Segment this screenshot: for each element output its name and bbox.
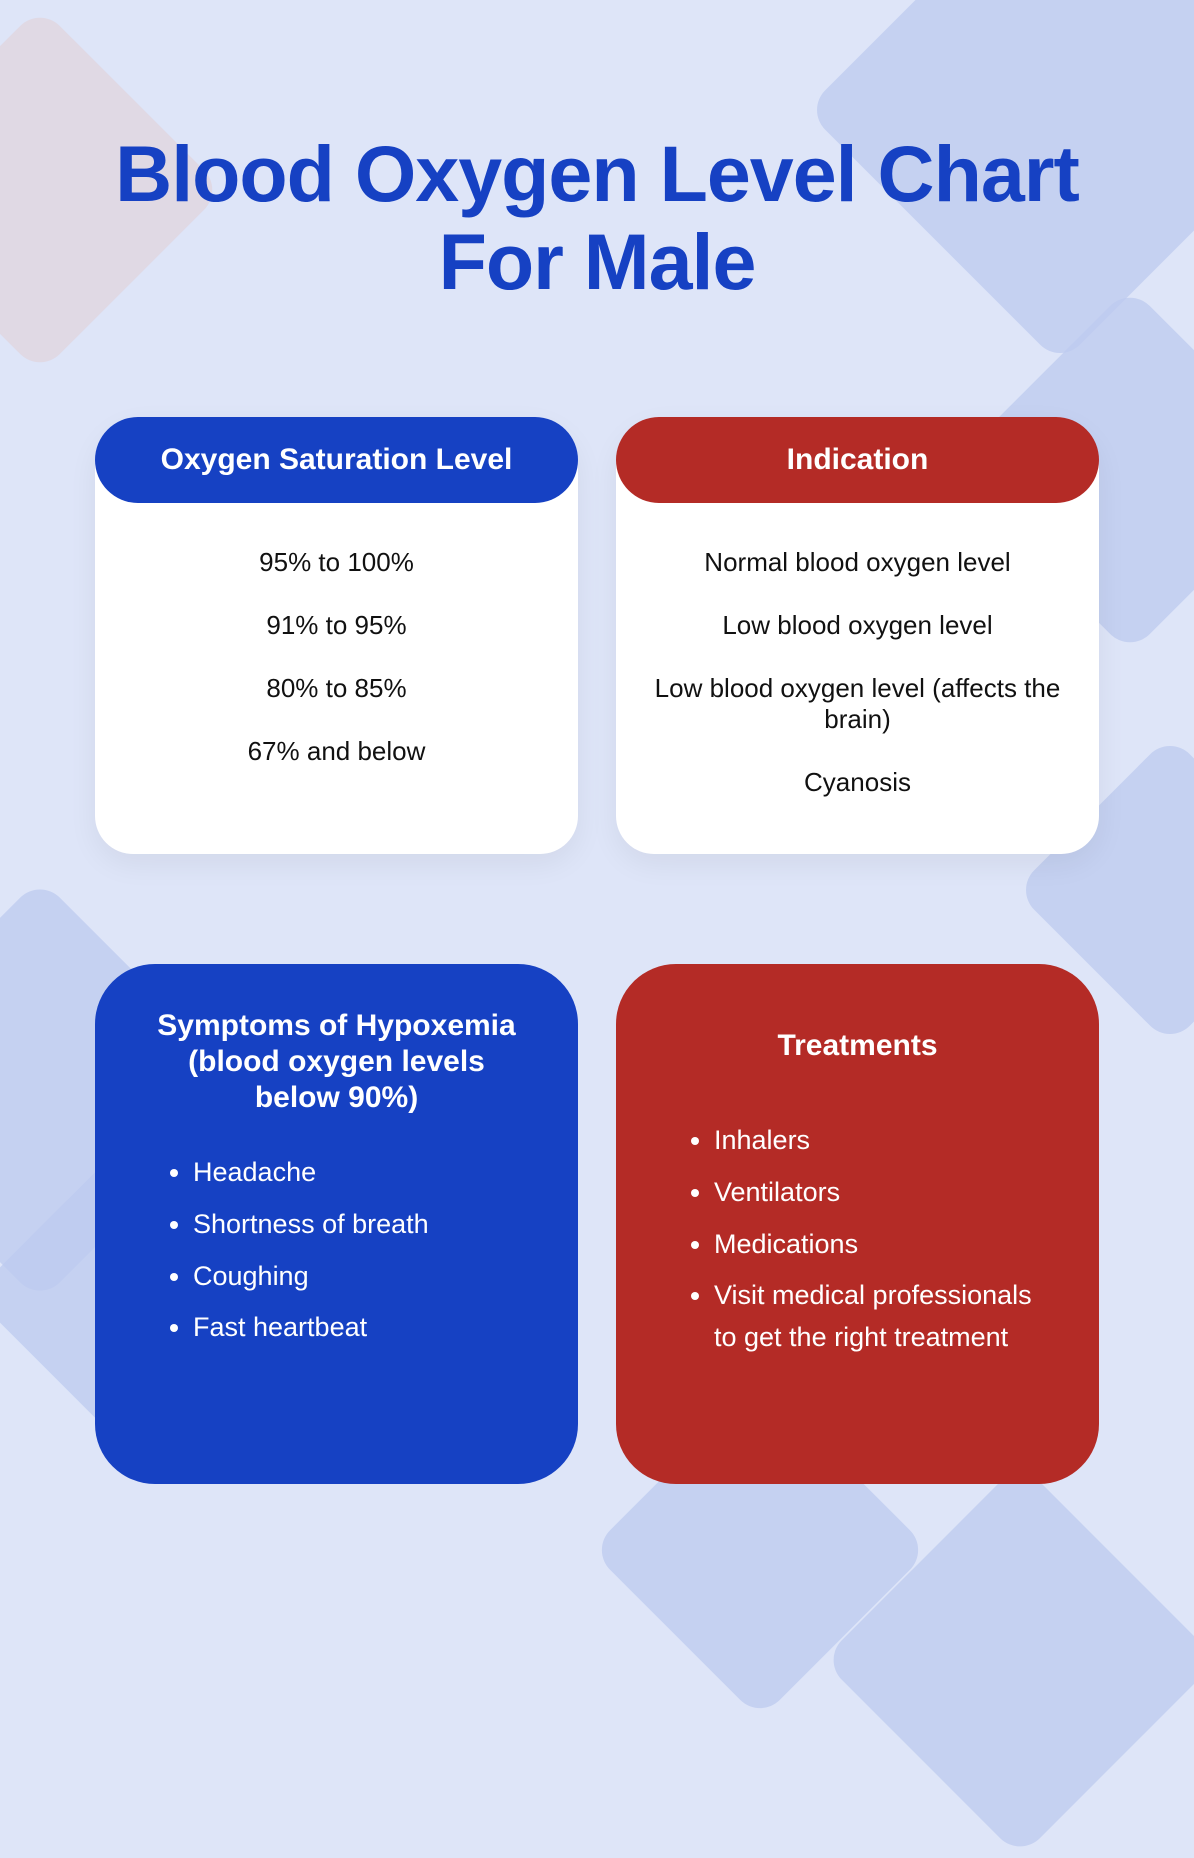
table-row: Low blood oxygen level (affects the brai…	[640, 657, 1075, 751]
level-table: Oxygen Saturation Level 95% to 100% 91% …	[95, 417, 1099, 854]
table-row: 95% to 100%	[119, 531, 554, 594]
page-title: Blood Oxygen Level Chart For Male	[95, 130, 1099, 307]
symptoms-heading: Symptoms of Hypoxemia (blood oxygen leve…	[145, 1008, 528, 1116]
table-row: 91% to 95%	[119, 594, 554, 657]
table-row: 80% to 85%	[119, 657, 554, 720]
symptoms-card: Symptoms of Hypoxemia (blood oxygen leve…	[95, 964, 578, 1484]
list-item: Inhalers	[714, 1120, 1049, 1162]
treatments-list: Inhalers Ventilators Medications Visit m…	[666, 1120, 1049, 1359]
list-item: Medications	[714, 1224, 1049, 1266]
table-row: Cyanosis	[640, 751, 1075, 814]
table-row: Low blood oxygen level	[640, 594, 1075, 657]
symptoms-list: Headache Shortness of breath Coughing Fa…	[145, 1152, 528, 1349]
table-row: Normal blood oxygen level	[640, 531, 1075, 594]
list-item: Ventilators	[714, 1172, 1049, 1214]
treatments-heading: Treatments	[666, 1028, 1049, 1064]
list-item: Visit medical professionals to get the r…	[714, 1275, 1049, 1359]
list-item: Shortness of breath	[193, 1204, 528, 1246]
treatments-card: Treatments Inhalers Ventilators Medicati…	[616, 964, 1099, 1484]
list-item: Headache	[193, 1152, 528, 1194]
info-cards: Symptoms of Hypoxemia (blood oxygen leve…	[95, 964, 1099, 1484]
saturation-column: Oxygen Saturation Level 95% to 100% 91% …	[95, 417, 578, 854]
table-row: 67% and below	[119, 720, 554, 783]
saturation-header: Oxygen Saturation Level	[95, 417, 578, 503]
list-item: Coughing	[193, 1256, 528, 1298]
indication-header: Indication	[616, 417, 1099, 503]
indication-column: Indication Normal blood oxygen level Low…	[616, 417, 1099, 854]
list-item: Fast heartbeat	[193, 1307, 528, 1349]
